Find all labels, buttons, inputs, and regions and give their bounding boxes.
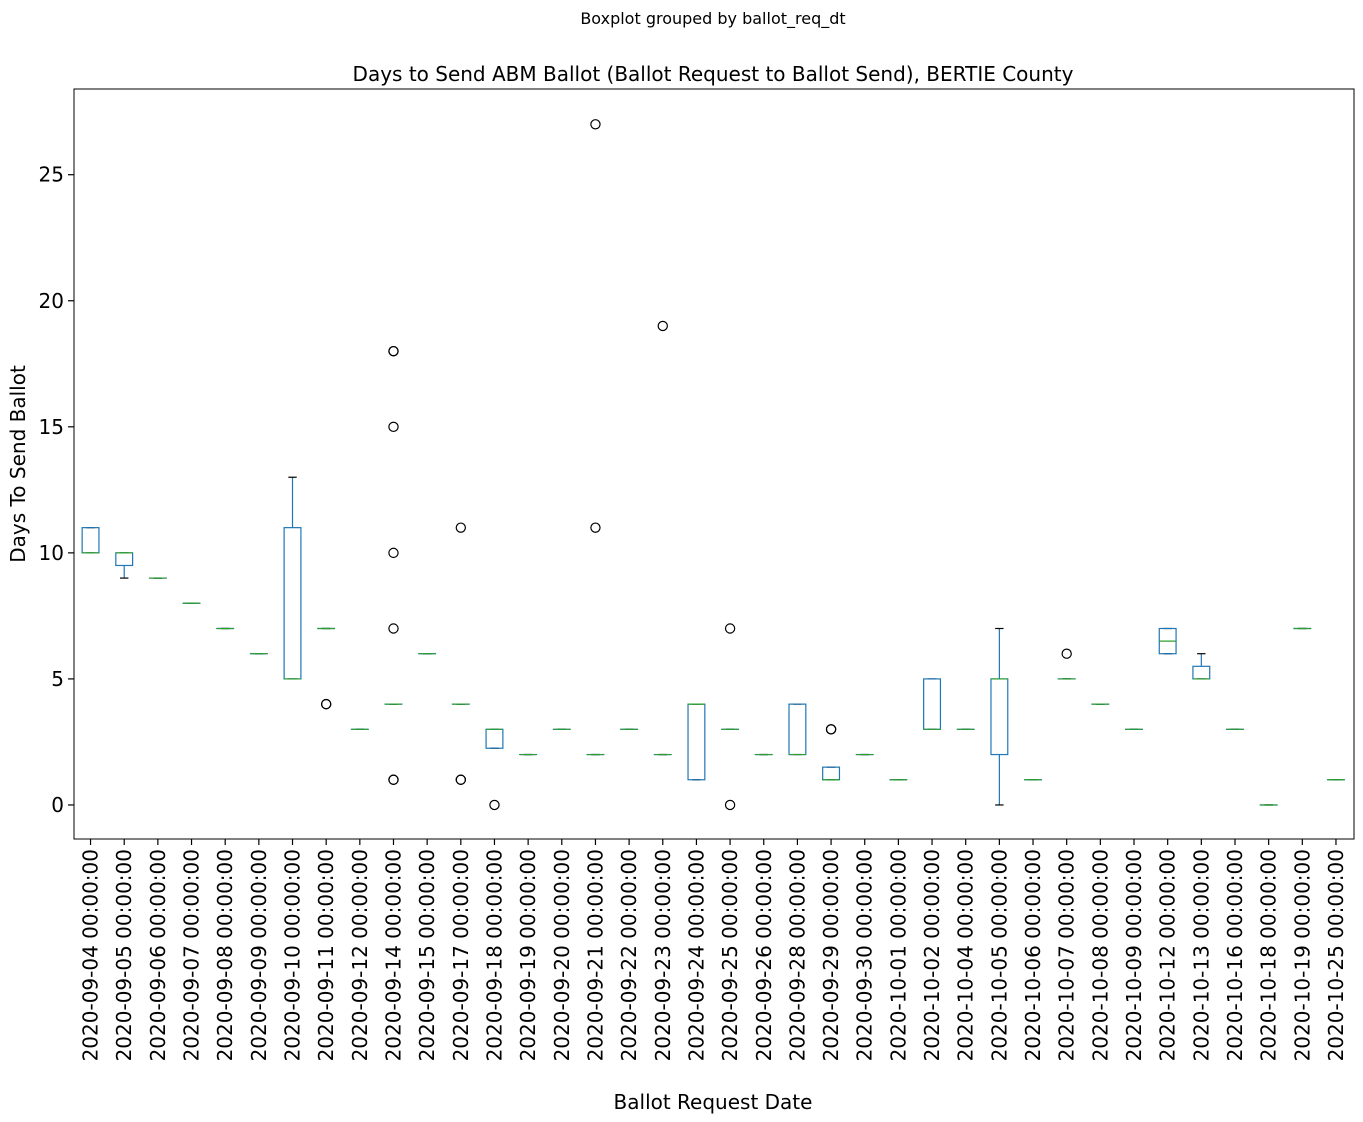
x-tick-label: 2020-10-13 00:00:00	[1189, 849, 1213, 1061]
x-tick-label: 2020-09-30 00:00:00	[853, 849, 877, 1061]
x-tick-label: 2020-10-07 00:00:00	[1055, 849, 1079, 1061]
outlier-point	[388, 345, 399, 357]
x-tick-label: 2020-09-09 00:00:00	[247, 849, 271, 1061]
box-iqr	[923, 678, 942, 730]
x-tick-label: 2020-10-09 00:00:00	[1122, 849, 1146, 1061]
y-axis-label: Days To Send Ballot	[6, 365, 30, 563]
x-tick-label: 2020-09-21 00:00:00	[583, 849, 607, 1061]
y-tick-label: 0	[51, 793, 64, 817]
outlier-point	[320, 698, 332, 710]
outlier-point	[724, 799, 736, 811]
box-iqr	[687, 703, 706, 781]
figure-suptitle: Boxplot grouped by ballot_req_dt	[580, 9, 845, 29]
x-tick-label: 2020-09-05 00:00:00	[112, 849, 136, 1061]
x-tick-label: 2020-09-10 00:00:00	[281, 849, 305, 1061]
x-tick-label: 2020-10-25 00:00:00	[1324, 849, 1348, 1061]
x-tick-label: 2020-09-08 00:00:00	[213, 849, 237, 1061]
x-tick-label: 2020-09-26 00:00:00	[752, 849, 776, 1061]
chart-title: Days to Send ABM Ballot (Ballot Request …	[353, 62, 1074, 86]
outlier-point	[489, 799, 500, 811]
x-tick-label: 2020-09-18 00:00:00	[482, 849, 506, 1061]
outlier-point	[590, 522, 601, 533]
x-tick-label: 2020-09-11 00:00:00	[314, 849, 338, 1061]
y-tick-label: 20	[39, 289, 64, 313]
axes-frame	[73, 88, 1355, 840]
y-tick-label: 15	[39, 415, 64, 439]
x-tick-label: 2020-09-15 00:00:00	[415, 849, 439, 1061]
x-tick-label: 2020-09-29 00:00:00	[819, 849, 843, 1061]
x-tick-label: 2020-09-17 00:00:00	[449, 849, 473, 1061]
x-tick-label: 2020-09-28 00:00:00	[785, 849, 809, 1061]
outlier-point	[388, 547, 399, 559]
x-tick-label: 2020-09-19 00:00:00	[516, 849, 540, 1061]
box-iqr	[1192, 665, 1211, 680]
x-tick-label: 2020-10-18 00:00:00	[1257, 849, 1281, 1061]
outlier-point	[590, 119, 601, 130]
outlier-point	[388, 421, 399, 433]
x-tick-label: 2020-09-07 00:00:00	[180, 849, 204, 1061]
x-tick-label: 2020-09-23 00:00:00	[651, 849, 675, 1061]
x-tick-label: 2020-10-05 00:00:00	[987, 849, 1011, 1061]
x-tick-label: 2020-09-20 00:00:00	[550, 849, 574, 1061]
x-tick-label: 2020-10-06 00:00:00	[1021, 849, 1045, 1061]
box-iqr	[115, 552, 134, 567]
x-tick-label: 2020-10-19 00:00:00	[1290, 849, 1314, 1061]
y-tick-label: 25	[39, 163, 64, 187]
x-tick-label: 2020-10-16 00:00:00	[1223, 849, 1247, 1061]
box-iqr	[81, 527, 100, 554]
outlier-point	[455, 522, 467, 533]
box-iqr	[990, 678, 1009, 756]
outlier-point	[388, 623, 399, 634]
plot-area: 0 5 10 15 20 25 2020-09-04 00:00:00 2020-09-05 …	[39, 119, 1348, 1061]
outlier-point	[388, 774, 399, 785]
outlier-point	[1061, 648, 1072, 659]
x-tick-label: 2020-09-24 00:00:00	[684, 849, 708, 1061]
outlier-point	[825, 724, 837, 735]
box-iqr	[788, 703, 807, 756]
x-tick-label: 2020-10-01 00:00:00	[886, 849, 910, 1061]
x-tick-label: 2020-09-12 00:00:00	[348, 849, 372, 1061]
x-tick-label: 2020-09-25 00:00:00	[718, 849, 742, 1061]
x-tick-label: 2020-10-02 00:00:00	[920, 849, 944, 1061]
x-tick-label: 2020-09-22 00:00:00	[617, 849, 641, 1061]
box-iqr	[485, 728, 504, 749]
x-tick-label: 2020-09-06 00:00:00	[146, 849, 170, 1061]
x-tick-label: 2020-09-14 00:00:00	[381, 849, 405, 1061]
outlier-point	[724, 623, 736, 634]
y-tick-label: 5	[51, 667, 64, 691]
box-iqr	[283, 527, 302, 680]
x-tick-label: 2020-09-04 00:00:00	[79, 849, 103, 1061]
x-axis-label: Ballot Request Date	[614, 1090, 813, 1114]
y-tick-label: 10	[39, 541, 64, 565]
x-tick-label: 2020-10-08 00:00:00	[1088, 849, 1112, 1061]
box-iqr	[822, 766, 841, 781]
x-tick-label: 2020-10-04 00:00:00	[954, 849, 978, 1061]
outlier-point	[657, 320, 668, 332]
outlier-point	[455, 774, 467, 785]
x-tick-label: 2020-10-12 00:00:00	[1156, 849, 1180, 1061]
